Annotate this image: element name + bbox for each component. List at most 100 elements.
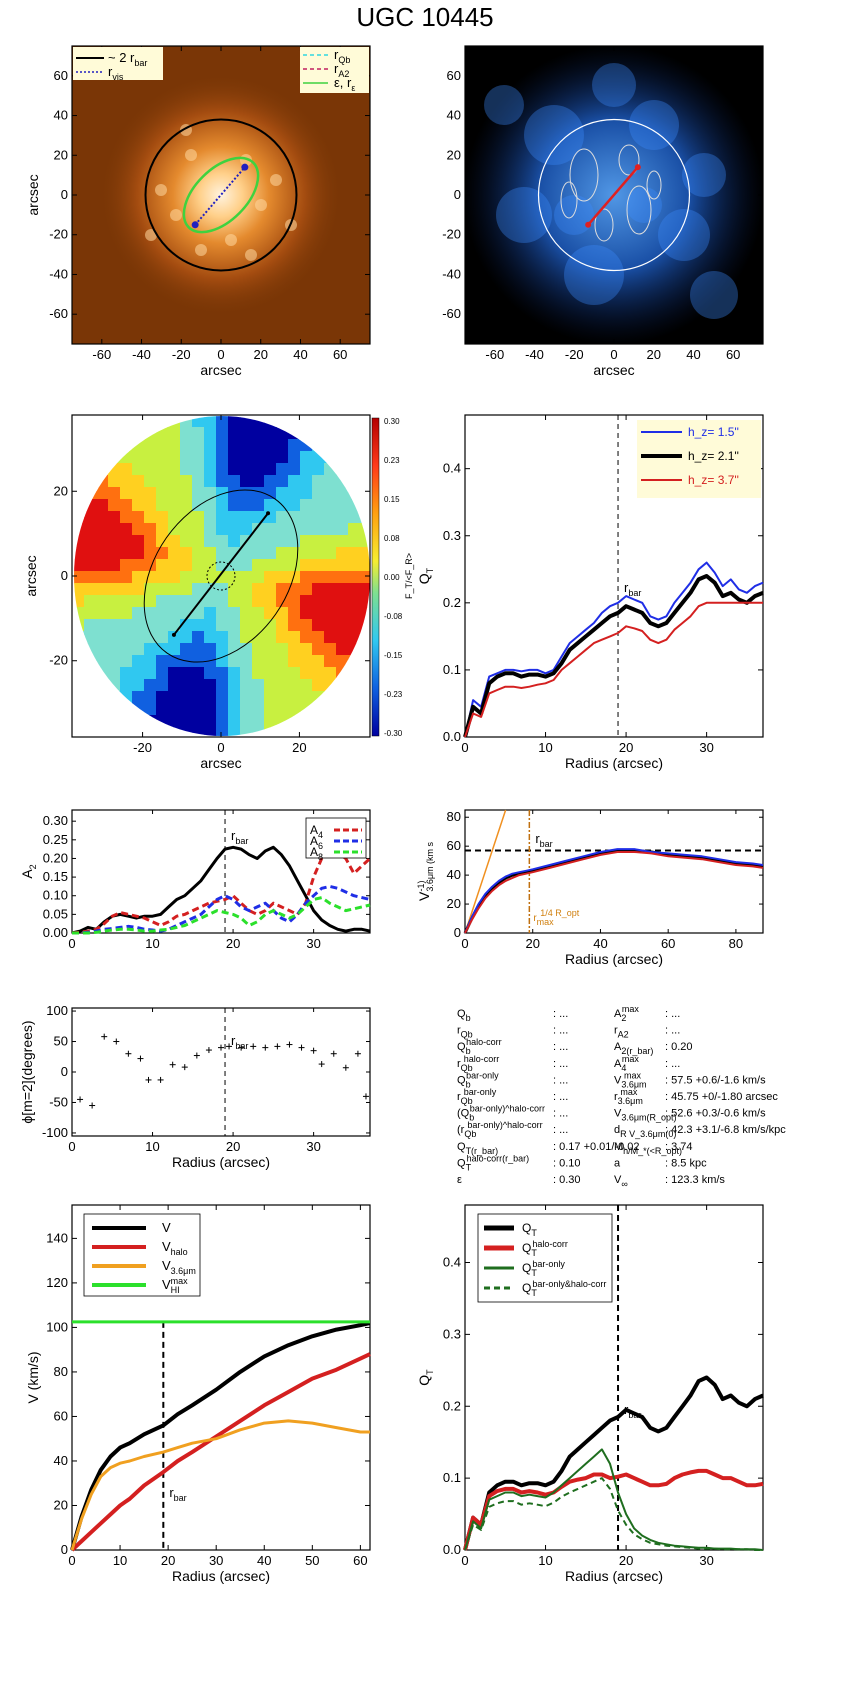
rbar-label: rbar bbox=[624, 580, 641, 598]
map-cell bbox=[336, 691, 349, 704]
map-cell bbox=[360, 691, 370, 704]
map-cell bbox=[240, 439, 253, 452]
x-tick-label: -20 bbox=[172, 347, 191, 362]
map-cell bbox=[336, 487, 349, 500]
colorbar-tick-label: 0.15 bbox=[384, 495, 400, 504]
panel-rotation-curve-36: 0 20 40 60 80 0 20 40 60 80 Radius (arcsec) V3.6μm … bbox=[416, 809, 764, 967]
param-label: ε bbox=[457, 1174, 462, 1186]
map-cell bbox=[228, 416, 241, 428]
y-axis-label-group: arcsec bbox=[23, 555, 39, 596]
map-cell bbox=[276, 547, 289, 560]
map-cell bbox=[120, 619, 133, 632]
map-cell bbox=[288, 511, 301, 524]
map-cell bbox=[276, 655, 289, 668]
qt-series-line bbox=[463, 574, 764, 738]
map-cell bbox=[180, 523, 193, 536]
map-cell bbox=[144, 607, 157, 620]
map-cell bbox=[324, 427, 337, 440]
map-cell bbox=[168, 523, 181, 536]
map-cell bbox=[180, 547, 193, 560]
map-cell bbox=[240, 463, 253, 476]
map-cell bbox=[336, 667, 349, 680]
param-value: : 0.17 +0.01/-0.02 bbox=[553, 1141, 640, 1153]
map-cell bbox=[180, 727, 193, 736]
map-cell bbox=[144, 691, 157, 704]
legend-label: h_z= 3.7'' bbox=[688, 473, 739, 487]
map-cell bbox=[168, 571, 181, 584]
map-cell bbox=[264, 559, 277, 572]
axes-frame bbox=[464, 809, 764, 934]
colorbar-tick-label: 0.08 bbox=[384, 534, 400, 543]
map-cell bbox=[228, 511, 241, 524]
map-cell bbox=[96, 499, 109, 512]
param-value: : 0.20 bbox=[665, 1041, 693, 1053]
map-cell bbox=[156, 487, 169, 500]
map-cell bbox=[120, 487, 133, 500]
map-cell bbox=[348, 523, 361, 536]
image-content bbox=[465, 46, 763, 344]
map-cell bbox=[324, 727, 337, 736]
panel-velocity-decomposition: 0 10 20 30 40 50 60 0 20 40 60 80 100 120 140 Radius (a… bbox=[25, 1204, 371, 1584]
map-cell bbox=[312, 631, 325, 644]
map-cell bbox=[228, 631, 241, 644]
map-cell bbox=[324, 595, 337, 608]
y-tick-label: 0.25 bbox=[43, 832, 68, 847]
map-cell bbox=[276, 487, 289, 500]
param-value: : ... bbox=[553, 1041, 568, 1053]
param-value: : ... bbox=[665, 1058, 680, 1070]
param-value: : ... bbox=[553, 1108, 568, 1120]
param-value: : 42.3 +3.1/-6.8 km/s/kpc bbox=[665, 1124, 786, 1136]
map-cell bbox=[96, 643, 109, 656]
map-cell bbox=[228, 547, 241, 560]
map-cell bbox=[120, 595, 133, 608]
param-label: V∞ bbox=[614, 1174, 628, 1189]
map-cell bbox=[360, 631, 370, 644]
map-cell bbox=[348, 727, 361, 736]
map-cell bbox=[348, 607, 361, 620]
map-cell bbox=[324, 631, 337, 644]
map-cell bbox=[132, 523, 145, 536]
map-cell bbox=[204, 727, 217, 736]
y-tick-label: 0 bbox=[61, 1064, 68, 1079]
x-tick-label: 20 bbox=[226, 936, 240, 951]
galaxy-knot bbox=[270, 174, 282, 186]
x-tick-label: 10 bbox=[145, 936, 159, 951]
x-tick-label: 20 bbox=[619, 1553, 633, 1568]
y-axis-label-group: A2 bbox=[19, 864, 38, 878]
map-cell bbox=[144, 631, 157, 644]
param-label: rQbbar-only bbox=[457, 1087, 497, 1106]
param-value: : ... bbox=[553, 1058, 568, 1070]
map-cell bbox=[324, 439, 337, 452]
map-cell bbox=[348, 631, 361, 644]
map-cell bbox=[120, 679, 133, 692]
residual-blob bbox=[524, 105, 584, 165]
param-value: : 8.5 kpc bbox=[665, 1157, 707, 1169]
map-cell bbox=[228, 643, 241, 656]
map-cell bbox=[240, 667, 253, 680]
map-cell bbox=[156, 691, 169, 704]
contour bbox=[646, 170, 662, 200]
map-cell bbox=[288, 487, 301, 500]
map-cell bbox=[252, 439, 265, 452]
map-cell bbox=[336, 559, 349, 572]
map-cell bbox=[228, 499, 241, 512]
map-cell bbox=[74, 511, 85, 524]
map-cell bbox=[204, 427, 217, 440]
map-cell bbox=[108, 439, 121, 452]
map-cell bbox=[108, 643, 121, 656]
y-tick-label: 0.0 bbox=[443, 729, 461, 744]
map-cell bbox=[240, 595, 253, 608]
qt-series-line bbox=[464, 601, 763, 738]
map-cell bbox=[108, 715, 121, 728]
map-cell bbox=[276, 463, 289, 476]
map-cell bbox=[288, 619, 301, 632]
map-cell bbox=[336, 631, 349, 644]
map-cell bbox=[192, 667, 205, 680]
map-cell bbox=[96, 595, 109, 608]
map-cell bbox=[288, 595, 301, 608]
map-cell bbox=[204, 463, 217, 476]
x-axis-label: arcsec bbox=[200, 755, 241, 771]
panel-parameter-table: Qb: ... rQb: ... Qbhalo-corr: ... rQbhalo-c… bbox=[457, 1004, 786, 1189]
map-cell bbox=[156, 619, 169, 632]
